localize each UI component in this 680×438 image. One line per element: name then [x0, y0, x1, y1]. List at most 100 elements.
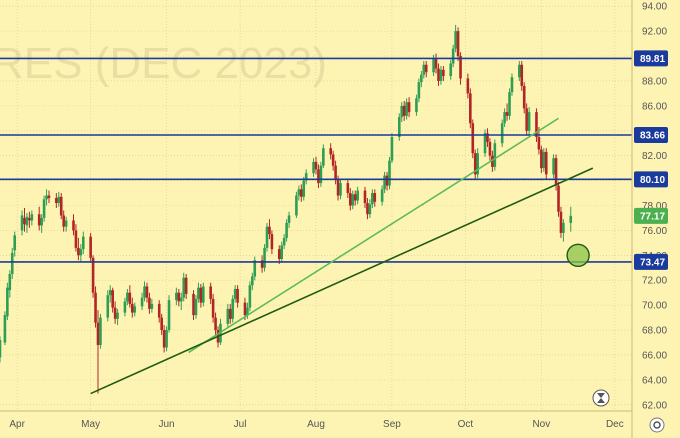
candle: [493, 139, 497, 171]
candle: [150, 298, 154, 313]
candle: [157, 300, 161, 323]
candle: [339, 179, 342, 200]
candle: [184, 274, 188, 299]
candle: [37, 206, 41, 231]
trendline-dark[interactable]: [90, 167, 594, 395]
candle: [228, 303, 232, 324]
candle: [8, 270, 12, 298]
candle: [182, 272, 186, 302]
candle: [422, 61, 426, 79]
candle: [160, 313, 163, 336]
y-tick-label: 82.00: [642, 151, 667, 162]
level-price-label: 83.66: [634, 127, 668, 144]
x-tick-label: May: [81, 419, 100, 430]
price-axis[interactable]: 62.0064.0066.0068.0070.0072.0074.0076.00…: [631, 0, 680, 438]
candle: [282, 234, 286, 250]
candle: [304, 169, 308, 185]
target-marker: [566, 243, 590, 268]
candle: [383, 171, 386, 194]
y-tick-label: 72.00: [642, 276, 667, 287]
candle: [348, 188, 352, 211]
svg-text:83.66: 83.66: [640, 131, 665, 142]
candle: [557, 181, 560, 217]
candle: [456, 27, 460, 62]
candle: [417, 78, 421, 103]
candle: [371, 189, 374, 208]
candle: [373, 189, 377, 207]
candle: [405, 98, 408, 120]
candle: [518, 61, 521, 81]
candle: [10, 247, 14, 279]
candle: [535, 108, 538, 142]
candle: [265, 222, 269, 252]
candle: [123, 297, 127, 317]
candle: [253, 256, 257, 281]
candle: [525, 103, 528, 136]
candle: [451, 44, 455, 68]
candle: [437, 63, 440, 86]
candle: [130, 297, 134, 318]
candle: [165, 326, 168, 352]
y-tick-label: 86.00: [642, 101, 667, 112]
candle: [13, 231, 16, 257]
candle: [23, 207, 26, 232]
candle: [380, 185, 384, 206]
candle: [89, 232, 92, 263]
candle: [59, 193, 63, 220]
candle: [562, 219, 565, 242]
y-tick-label: 76.00: [642, 226, 667, 237]
candle: [251, 272, 254, 291]
candle: [231, 295, 235, 323]
time-axis[interactable]: Apr May Jun Jul Aug Sep Oct Nov Dec: [0, 410, 632, 430]
candle: [233, 285, 237, 303]
y-tick-label: 92.00: [642, 27, 667, 38]
settings-icon[interactable]: [649, 417, 665, 433]
x-tick-label: Oct: [458, 419, 474, 430]
candle: [449, 59, 453, 80]
candle: [0, 336, 2, 363]
candle: [302, 176, 306, 201]
y-tick-label: 70.00: [642, 301, 667, 312]
target-circle[interactable]: [566, 243, 590, 268]
candle: [20, 210, 24, 236]
svg-text:89.81: 89.81: [640, 54, 665, 65]
candle: [295, 191, 298, 218]
candle: [280, 241, 284, 263]
candle: [268, 219, 271, 240]
y-tick-label: 88.00: [642, 76, 667, 87]
candle: [140, 292, 144, 311]
candle: [471, 119, 475, 159]
candle: [476, 148, 479, 179]
candle: [331, 150, 335, 171]
candle: [270, 230, 274, 255]
trendline-light[interactable]: [188, 117, 559, 354]
x-tick-label: Apr: [9, 419, 25, 430]
level-price-label: 73.47: [634, 253, 668, 270]
x-tick-label: Sep: [383, 419, 401, 430]
candle: [28, 211, 31, 228]
candle: [314, 156, 318, 175]
candle: [424, 61, 428, 78]
candle: [197, 282, 200, 303]
y-tick-label: 78.00: [642, 201, 667, 212]
candle: [179, 292, 183, 311]
candle: [368, 199, 372, 218]
candle: [439, 66, 443, 85]
candle: [319, 161, 323, 187]
candle: [415, 94, 418, 116]
candle: [192, 290, 195, 321]
candle: [351, 190, 355, 210]
candle: [407, 97, 411, 118]
x-tick-label: Jul: [234, 419, 247, 430]
candle: [520, 61, 524, 91]
candle: [202, 282, 205, 307]
candle: [108, 285, 112, 303]
candle: [390, 133, 394, 164]
calendar-marker-icon[interactable]: [592, 389, 610, 407]
svg-text:77.17: 77.17: [640, 211, 665, 222]
candle: [248, 281, 252, 312]
y-tick-label: 94.00: [642, 2, 667, 13]
candle: [388, 156, 391, 190]
candle: [473, 149, 477, 180]
